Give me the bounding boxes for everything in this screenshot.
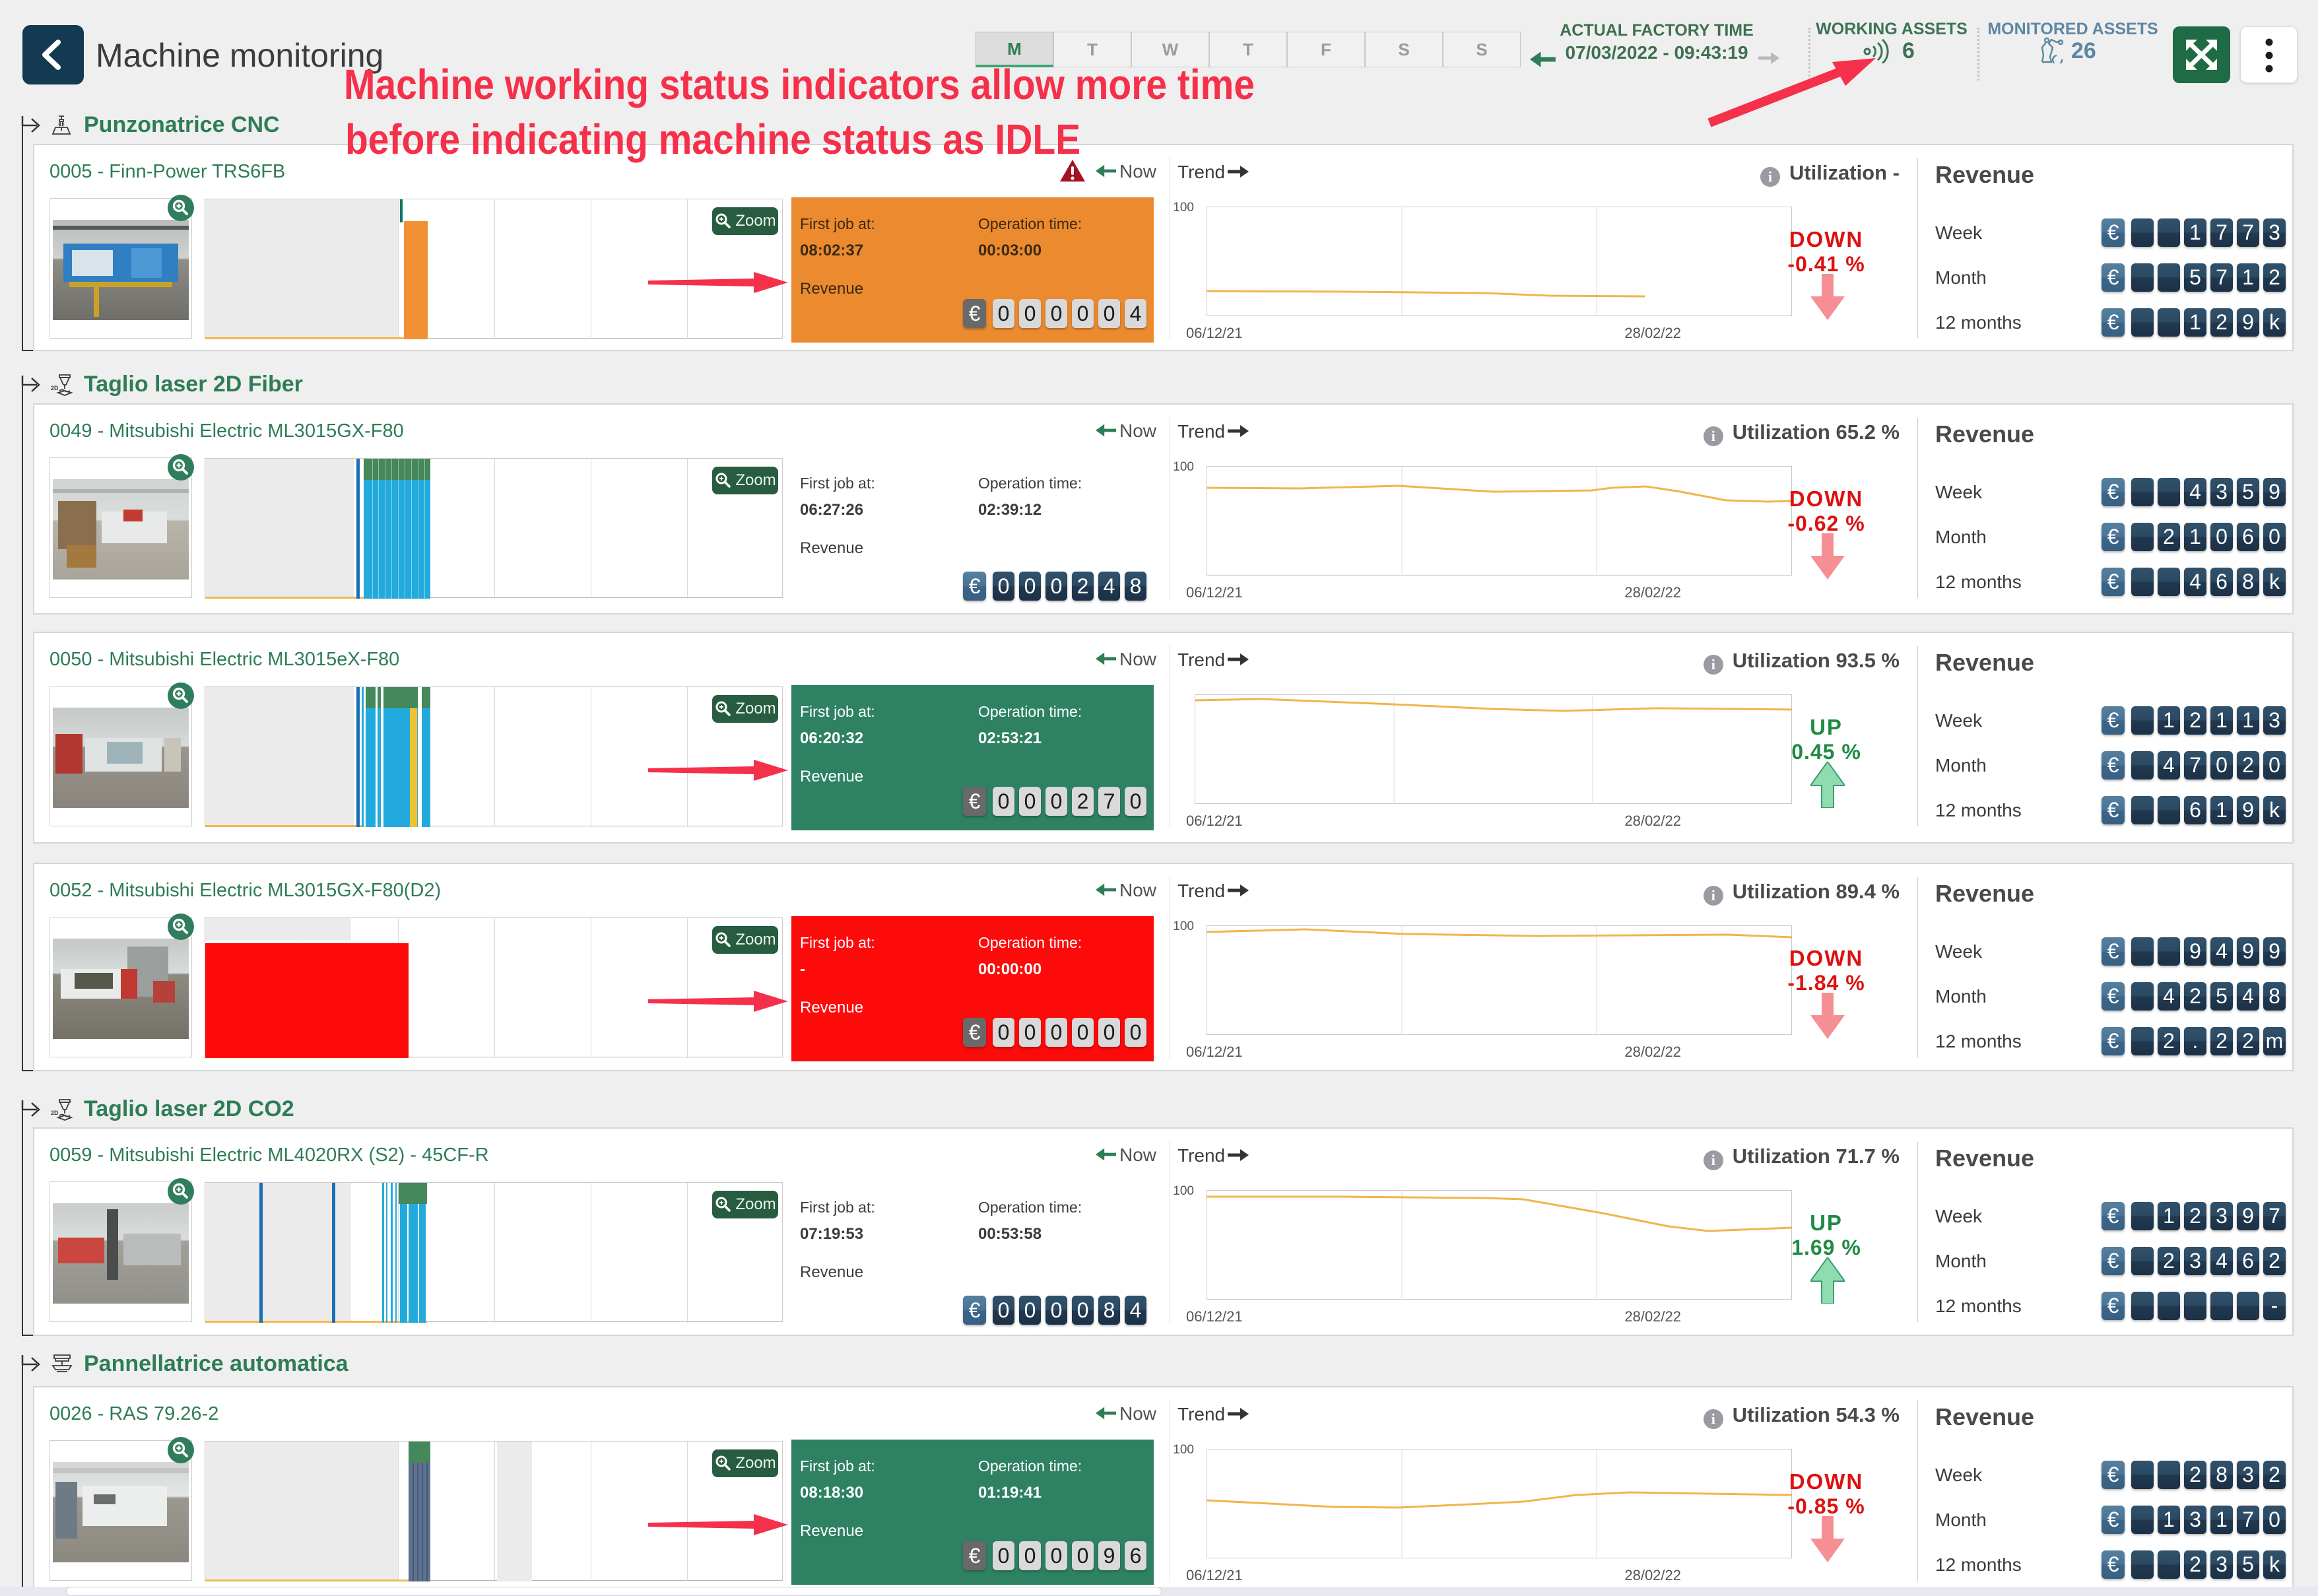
svg-text:2D: 2D <box>51 385 59 391</box>
svg-text:2D: 2D <box>51 1110 59 1116</box>
